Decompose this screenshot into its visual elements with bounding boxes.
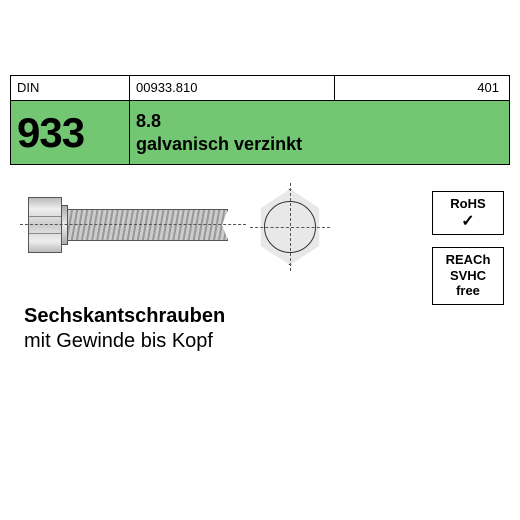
check-icon: ✓ bbox=[435, 212, 501, 231]
header-right-code: 401 bbox=[335, 76, 510, 100]
bolt-hex-diagram bbox=[256, 189, 324, 265]
header-din-label: DIN bbox=[10, 76, 130, 100]
header-code: 00933.810 bbox=[130, 76, 335, 100]
reach-line3: free bbox=[435, 283, 501, 299]
bolt-axis-line bbox=[20, 224, 246, 225]
rohs-label: RoHS bbox=[435, 196, 501, 212]
reach-line1: REACh bbox=[435, 252, 501, 268]
bolt-shaft-icon bbox=[68, 209, 228, 241]
description-block: Sechskantschrauben mit Gewinde bis Kopf bbox=[24, 305, 225, 353]
grade-text: 8.8 bbox=[136, 111, 503, 132]
description-line2: mit Gewinde bis Kopf bbox=[24, 330, 225, 353]
bolt-side-diagram bbox=[28, 185, 238, 265]
hex-axis-v bbox=[290, 183, 291, 271]
description-line1: Sechskantschrauben bbox=[24, 305, 225, 328]
finish-text: galvanisch verzinkt bbox=[136, 134, 503, 155]
spec-band: 933 8.8 galvanisch verzinkt bbox=[10, 101, 510, 165]
reach-badge: REACh SVHC free bbox=[432, 247, 504, 305]
spec-card: DIN 00933.810 401 933 8.8 galvanisch ver… bbox=[10, 75, 510, 445]
header-row: DIN 00933.810 401 bbox=[10, 75, 510, 101]
reach-line2: SVHC bbox=[435, 268, 501, 284]
spec-cell: 8.8 galvanisch verzinkt bbox=[130, 101, 510, 164]
rohs-badge: RoHS ✓ bbox=[432, 191, 504, 235]
body-area: RoHS ✓ REACh SVHC free Sechskantschraube… bbox=[10, 165, 510, 445]
bolt-head-icon bbox=[28, 197, 62, 253]
din-number: 933 bbox=[10, 101, 130, 164]
